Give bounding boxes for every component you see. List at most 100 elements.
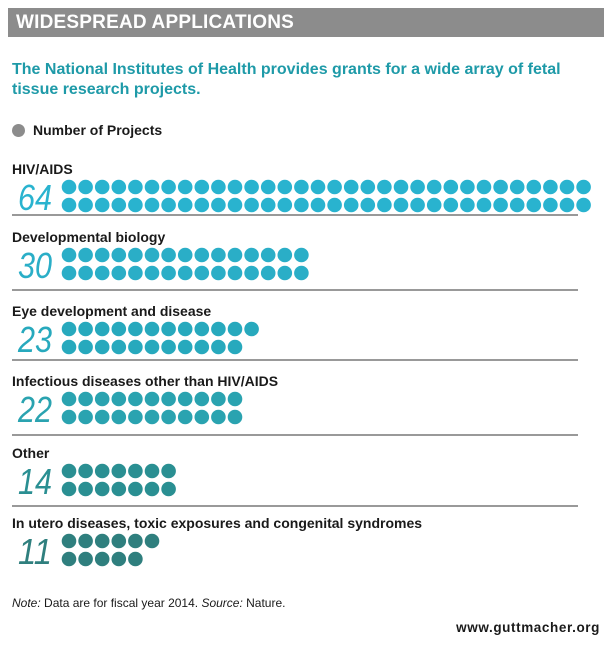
dot-mark	[61, 391, 77, 407]
dot-mark	[244, 247, 259, 263]
dot-mark	[94, 551, 110, 567]
dot-mark	[294, 197, 309, 213]
dot-mark	[343, 179, 359, 195]
dot-mark	[177, 409, 193, 425]
dot-mark	[61, 179, 77, 195]
dot-mark	[211, 265, 226, 281]
dot-mark	[61, 533, 77, 549]
dot-mark	[78, 339, 93, 355]
dot-mark	[111, 247, 127, 263]
dot-mark	[94, 197, 110, 213]
dot-mark	[61, 551, 77, 567]
dot-mark	[211, 321, 226, 337]
value-label: 11	[18, 531, 52, 572]
dot-mark	[78, 551, 93, 567]
dot-mark	[227, 409, 243, 425]
dot-mark	[78, 409, 93, 425]
dot-mark	[260, 265, 276, 281]
dot-mark	[161, 179, 176, 195]
dot-mark	[94, 463, 110, 479]
dot-mark	[144, 179, 160, 195]
dot-mark	[78, 391, 93, 407]
dot-mark	[94, 391, 110, 407]
dot-mark	[144, 265, 160, 281]
value-label: 64	[18, 177, 52, 218]
dot-mark	[128, 247, 143, 263]
dot-mark	[194, 265, 210, 281]
dot-mark	[61, 409, 77, 425]
dot-mark	[543, 197, 558, 213]
dot-mark	[61, 247, 77, 263]
dot-mark	[161, 409, 176, 425]
value-label: 14	[18, 461, 52, 502]
dot-mark	[161, 247, 176, 263]
category-label: In utero diseases, toxic exposures and c…	[12, 515, 422, 531]
dot-mark	[111, 179, 127, 195]
dot-mark	[410, 197, 425, 213]
dot-mark	[426, 197, 442, 213]
dot-mark	[476, 179, 492, 195]
dot-mark	[377, 197, 392, 213]
dot-mark	[260, 197, 276, 213]
dot-mark	[327, 197, 342, 213]
dot-mark	[211, 339, 226, 355]
dot-mark	[244, 321, 259, 337]
dot-mark	[227, 391, 243, 407]
dot-mark	[277, 179, 293, 195]
dot-mark	[144, 533, 160, 549]
dot-mark	[111, 463, 127, 479]
dot-mark	[161, 339, 176, 355]
dot-mark	[128, 463, 143, 479]
dot-mark	[227, 247, 243, 263]
dot-mark	[294, 265, 309, 281]
dot-mark	[277, 265, 293, 281]
dot-mark	[410, 179, 425, 195]
dot-mark	[559, 179, 575, 195]
dot-mark	[161, 321, 176, 337]
dot-mark	[144, 391, 160, 407]
dot-mark	[111, 265, 127, 281]
value-label: 23	[17, 319, 52, 360]
dot-mark	[493, 197, 508, 213]
legend: Number of Projects	[12, 122, 162, 138]
dot-mark	[94, 179, 110, 195]
dot-mark	[177, 391, 193, 407]
source-label: Source:	[201, 596, 243, 610]
dot-mark	[244, 265, 259, 281]
dot-mark	[211, 247, 226, 263]
dot-mark	[128, 391, 143, 407]
dot-mark	[94, 481, 110, 497]
dot-mark	[194, 409, 210, 425]
dot-mark	[227, 339, 243, 355]
dot-mark	[78, 533, 93, 549]
dot-mark	[343, 197, 359, 213]
dot-mark	[61, 265, 77, 281]
dot-mark	[177, 197, 193, 213]
dot-mark	[559, 197, 575, 213]
dot-mark	[194, 339, 210, 355]
dot-mark	[177, 247, 193, 263]
dot-mark	[526, 179, 542, 195]
dot-mark	[260, 179, 276, 195]
dot-mark	[161, 197, 176, 213]
category-label: Developmental biology	[12, 229, 165, 245]
value-label: 22	[17, 389, 52, 430]
dot-mark	[144, 463, 160, 479]
dot-mark	[294, 179, 309, 195]
dot-mark	[161, 481, 176, 497]
category-label: Infectious diseases other than HIV/AIDS	[12, 373, 278, 389]
dot-mark	[111, 533, 127, 549]
dot-mark	[61, 197, 77, 213]
dot-mark	[144, 481, 160, 497]
dot-mark	[543, 179, 558, 195]
dot-mark	[493, 179, 508, 195]
dot-mark	[128, 551, 143, 567]
dot-mark	[244, 179, 259, 195]
dot-mark	[144, 197, 160, 213]
source-text: Nature.	[242, 596, 286, 610]
website-link[interactable]: www.guttmacher.org	[456, 620, 600, 635]
category-label: Other	[12, 445, 50, 461]
dot-mark	[244, 197, 259, 213]
dot-mark	[460, 197, 475, 213]
dot-mark	[194, 179, 210, 195]
